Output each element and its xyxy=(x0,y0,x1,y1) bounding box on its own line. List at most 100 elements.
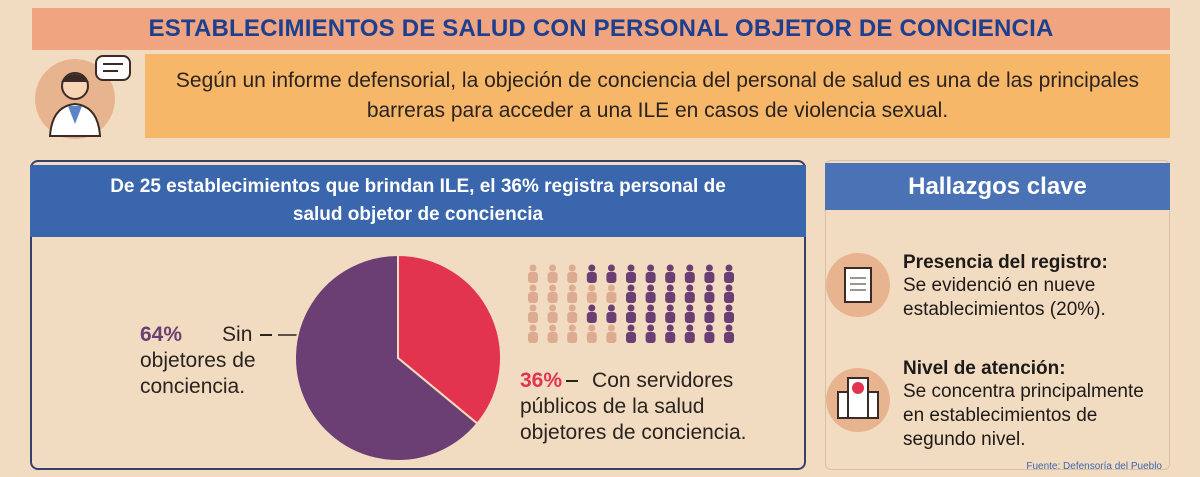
pie-slice xyxy=(397,253,502,426)
person-icon xyxy=(684,332,695,343)
slice-label: 64% Sin objetores de conciencia. xyxy=(140,322,290,400)
person-icon xyxy=(606,272,617,283)
finding-heading: Nivel de atención: xyxy=(903,358,1066,379)
person-icon xyxy=(567,292,578,303)
person-icon xyxy=(645,292,656,303)
person-icon xyxy=(588,264,596,272)
person-icon xyxy=(567,332,578,343)
person-icon xyxy=(645,312,656,323)
person-icon xyxy=(529,284,537,292)
person-icon xyxy=(606,292,617,303)
person-icon xyxy=(725,264,733,272)
chart-title: De 25 establecimientos que brindan ILE, … xyxy=(30,165,806,237)
person-icon xyxy=(568,324,576,332)
person-icon xyxy=(725,304,733,312)
person-icon xyxy=(665,292,676,303)
person-icon xyxy=(549,264,557,272)
person-icon xyxy=(686,304,694,312)
person-icon xyxy=(586,312,597,323)
person-icon xyxy=(529,304,537,312)
person-icon xyxy=(665,272,676,283)
person-icon xyxy=(588,304,596,312)
person-icon xyxy=(547,272,558,283)
person-icon xyxy=(684,312,695,323)
person-icon xyxy=(665,332,676,343)
person-icon xyxy=(666,324,674,332)
findings-panel xyxy=(825,160,1170,470)
page-title: ESTABLECIMIENTOS DE SALUD CON PERSONAL O… xyxy=(32,8,1170,50)
findings-title: Hallazgos clave xyxy=(825,163,1170,210)
person-icon xyxy=(647,324,655,332)
person-icon xyxy=(705,304,713,312)
person-icon xyxy=(547,332,558,343)
finding: Presencia del registro: Se evidenció en … xyxy=(903,252,1153,322)
person-icon xyxy=(549,284,557,292)
hospital-icon xyxy=(826,368,890,432)
chart-panel xyxy=(30,160,806,470)
finding-text: Se evidenció en nueve establecimientos (… xyxy=(903,275,1106,320)
person-icon xyxy=(606,332,617,343)
person-icon xyxy=(586,292,597,303)
person-icon xyxy=(724,272,734,283)
person-icon xyxy=(666,304,674,312)
person-icon xyxy=(528,292,538,303)
person-icon xyxy=(684,272,695,283)
person-icon xyxy=(704,272,715,283)
person-icon xyxy=(529,324,537,332)
person-icon xyxy=(724,292,734,303)
person-icon xyxy=(549,324,557,332)
finding-text: Se concentra principalmente en estableci… xyxy=(903,381,1144,450)
person-icon xyxy=(607,284,615,292)
person-icon xyxy=(725,284,733,292)
person-icon xyxy=(647,304,655,312)
person-icon xyxy=(647,284,655,292)
person-icon xyxy=(704,292,715,303)
person-icon xyxy=(627,264,635,272)
person-icon xyxy=(626,312,636,323)
person-icon xyxy=(705,284,713,292)
person-icon xyxy=(686,264,694,272)
document-icon xyxy=(826,253,890,317)
person-icon xyxy=(528,312,538,323)
category-label: Sin objetores de conciencia. xyxy=(140,323,256,398)
person-icon xyxy=(627,284,635,292)
person-icon xyxy=(626,272,636,283)
pie-slice xyxy=(294,253,479,462)
person-icon xyxy=(724,332,734,343)
person-icon xyxy=(724,312,734,323)
person-icon xyxy=(606,312,617,323)
person-icon xyxy=(666,264,674,272)
person-icon xyxy=(586,332,597,343)
finding-heading: Presencia del registro: xyxy=(903,252,1108,273)
person-icon xyxy=(665,312,676,323)
person-icon xyxy=(528,332,538,343)
person-icon xyxy=(666,284,674,292)
person-icon xyxy=(725,324,733,332)
person-icon xyxy=(549,304,557,312)
person-icon xyxy=(528,272,538,283)
person-icon xyxy=(627,304,635,312)
person-icon xyxy=(568,264,576,272)
doctor-icon xyxy=(35,55,131,139)
intro-text: Según un informe defensorial, la objeció… xyxy=(145,54,1170,138)
person-icon xyxy=(704,332,715,343)
person-icon xyxy=(607,264,615,272)
person-icon xyxy=(627,324,635,332)
person-icon xyxy=(686,324,694,332)
person-icon xyxy=(704,312,715,323)
value-label: 64% xyxy=(140,323,183,346)
person-icon xyxy=(567,312,578,323)
source: Fuente: Defensoría del Pueblo xyxy=(1026,461,1162,472)
person-icon xyxy=(705,324,713,332)
person-icon xyxy=(684,292,695,303)
person-icon xyxy=(547,312,558,323)
people-icons xyxy=(528,264,734,343)
person-icon xyxy=(607,304,615,312)
person-icon xyxy=(686,284,694,292)
person-icon xyxy=(568,284,576,292)
person-icon xyxy=(567,272,578,283)
slice-label: 36% Con servidores públicos de la salud o… xyxy=(520,368,790,446)
person-icon xyxy=(626,292,636,303)
